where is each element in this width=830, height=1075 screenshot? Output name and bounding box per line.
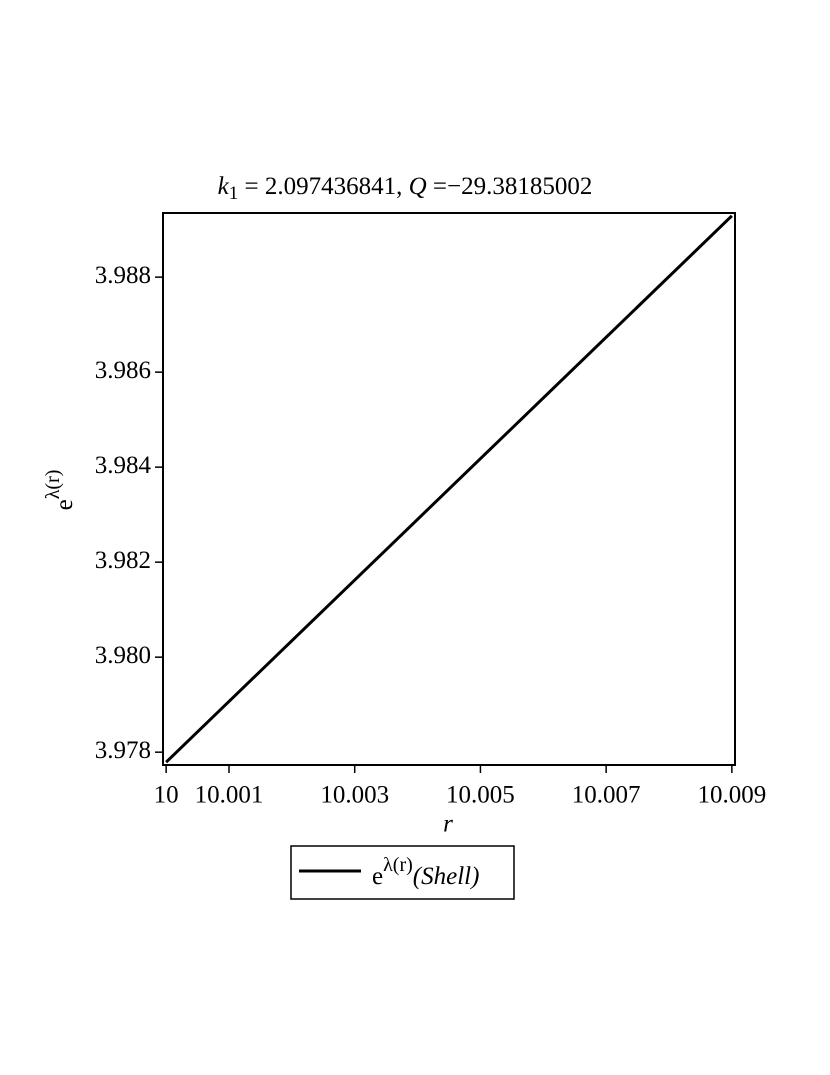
y-axis-label: eλ(r) — [42, 470, 78, 511]
chart-title: k1 = 2.097436841, Q =−29.38185002 — [218, 173, 593, 205]
y-tick-label: 3.978 — [95, 737, 151, 764]
x-tick-label: 10.009 — [697, 782, 766, 809]
legend-label: eλ(r)(Shell) — [372, 854, 479, 890]
plot-frame — [162, 212, 736, 766]
data-line — [165, 214, 733, 764]
y-tick-label: 3.984 — [95, 452, 152, 479]
y-tick-label: 3.982 — [95, 547, 151, 574]
x-tick-label: 10.005 — [446, 782, 515, 809]
x-axis-label: r — [443, 811, 453, 838]
y-tick-label: 3.980 — [95, 642, 151, 669]
x-tick-label: 10 — [154, 782, 179, 809]
y-tick-label: 3.986 — [95, 357, 151, 384]
legend — [290, 845, 515, 900]
y-tick-label: 3.988 — [95, 262, 151, 289]
x-tick-label: 10.007 — [572, 782, 641, 809]
x-tick-label: 10.001 — [195, 782, 264, 809]
x-tick-label: 10.003 — [320, 782, 389, 809]
